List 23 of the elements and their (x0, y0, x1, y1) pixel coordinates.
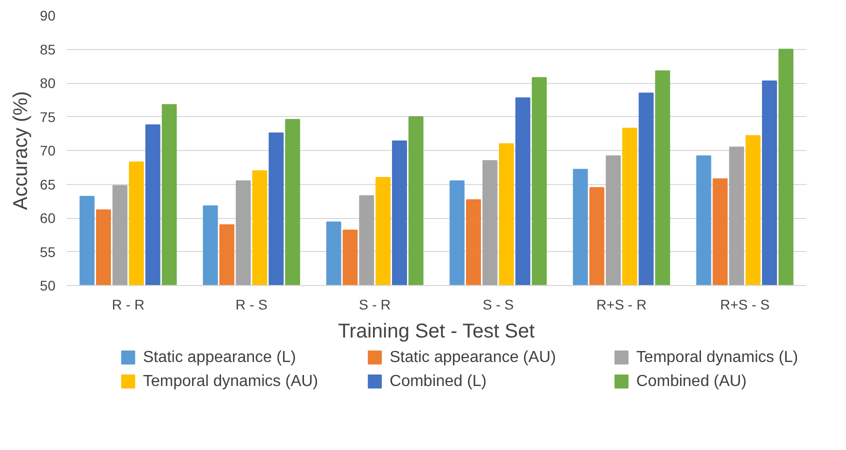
x-tick-label: R+S - S (720, 296, 770, 312)
x-tick-label: R+S - R (596, 296, 647, 312)
x-tick-label: R - S (236, 296, 268, 312)
legend-label: Static appearance (AU) (390, 349, 556, 366)
y-tick-label: 50 (40, 278, 56, 294)
y-tick-label: 80 (40, 75, 56, 91)
y-tick-label: 90 (40, 8, 56, 24)
legend-label: Combined (AU) (636, 373, 747, 390)
y-tick-label: 60 (40, 210, 56, 226)
y-tick-label: 75 (40, 108, 56, 125)
legend-label: Static appearance (L) (142, 349, 296, 366)
y-tick-label: 85 (40, 41, 56, 58)
x-tick-label: S - S (482, 296, 514, 312)
legend-label: Combined (L) (390, 373, 487, 390)
x-tick-label: R - R (112, 296, 145, 312)
x-tick-label: S - R (358, 296, 391, 312)
y-axis-title: Accuracy (%) (10, 91, 32, 210)
y-tick-label: 55 (40, 244, 56, 260)
legend-label: Temporal dynamics (AU) (142, 373, 318, 390)
y-tick-label: 65 (40, 176, 56, 192)
legend-label: Temporal dynamics (L) (636, 349, 798, 366)
y-tick-label: 70 (40, 142, 56, 158)
x-axis-title: Training Set - Test Set (338, 320, 536, 342)
